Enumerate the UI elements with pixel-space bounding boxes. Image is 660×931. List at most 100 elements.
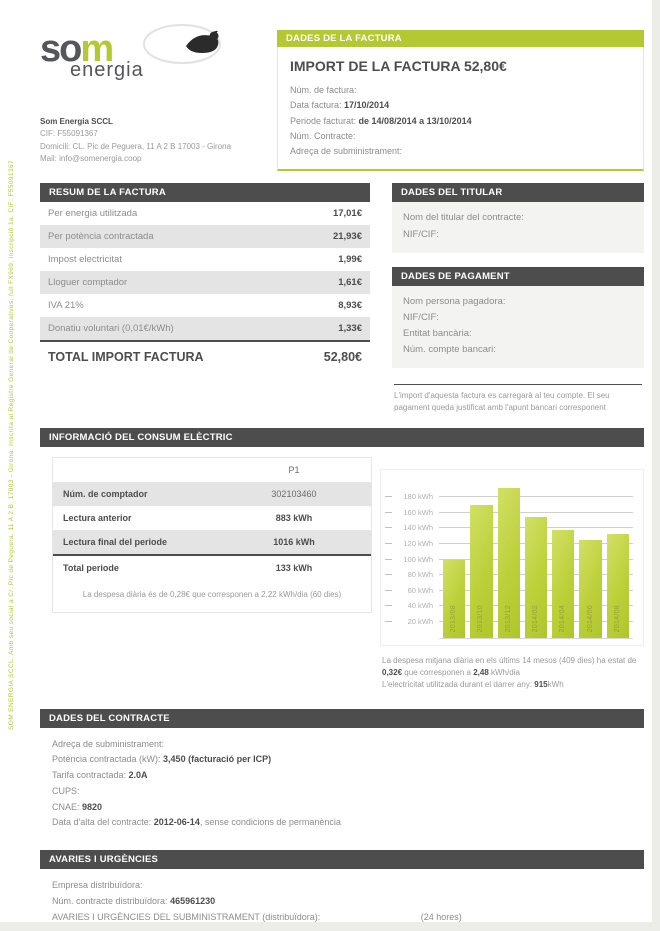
meter-table-row: Total periode 133 kWh: [53, 553, 371, 580]
gridline: [439, 511, 633, 513]
logo-word-energia: energia: [70, 59, 144, 81]
contract-section: DADES DEL CONTRACTE Adreça de subministr…: [0, 692, 652, 834]
meter-row-value: 133 kWh: [275, 562, 313, 573]
invoice-page: SOM ENERGIA SCCL. Amb seu social a C/. P…: [0, 0, 652, 922]
y-tick-mark: [385, 589, 392, 591]
contract-line: Tarifa contractada: 2.0A: [52, 770, 148, 781]
summary-total-row: TOTAL IMPORT FACTURA 52,80€: [40, 340, 370, 372]
payment-line: Entitat bancària:: [403, 328, 472, 340]
y-tick-mark: [385, 620, 392, 622]
invoice-fields: Núm. de factura: Data factura: 17/10/201…: [290, 83, 631, 159]
meter-row-label: Lectura final del periode: [63, 536, 168, 547]
meter-table-rows: Núm. de comptador 302103460 Lectura anteri…: [53, 481, 371, 580]
payment-line: Núm. compte bancari:: [403, 344, 496, 356]
invoice-box-body: IMPORT DE LA FACTURA 52,80€ Núm. de fact…: [277, 47, 644, 172]
chart-notes: La despesa mitjana diària en els últims …: [380, 655, 644, 692]
som-energia-logo: som energia: [40, 24, 230, 102]
payment-line: NIF/CIF:: [403, 311, 439, 323]
summary-row: Per potència contractada 21,93€: [40, 225, 370, 249]
holder-header: DADES DEL TITULAR: [392, 183, 644, 203]
meter-table-footnote: La despesa diària és de 0,28€ que corres…: [82, 589, 342, 599]
logo-word-som: som: [40, 30, 230, 68]
y-tick-mark: [385, 542, 392, 544]
meter-row-label: Núm. de comptador: [63, 488, 148, 499]
contract-value: 2.0A: [128, 770, 148, 781]
consumption-bar: 2014/04: [552, 529, 575, 638]
outage-line: Empresa distribuïdora:: [52, 880, 143, 891]
bar-month-label: 2014/06: [586, 605, 594, 633]
contract-value: 3,450 (facturació per ICP): [163, 754, 272, 765]
chart-plot-area: 2013/08 2013/10 2013/12 2014/02 2014/04 2014/…: [439, 482, 633, 639]
summary-row: Impost electricitat 1,99€: [40, 248, 370, 271]
meter-table-header-row: P1: [53, 458, 371, 482]
invoice-summary: RESUM DE LA FACTURA Per energia utilitza…: [40, 183, 370, 413]
consumption-bar: 2013/10: [470, 504, 493, 638]
summary-row-label: Impost electricitat: [48, 254, 122, 266]
summary-row-value: 1,99€: [338, 254, 362, 266]
meter-row-value: 1016 kWh: [273, 536, 315, 547]
summary-row: IVA 21% 8,93€: [40, 294, 370, 317]
consumption-bar: 2014/08: [606, 533, 629, 638]
invoice-field: Adreça de subministrament:: [290, 146, 403, 157]
invoice-field: Data factura: 17/10/2014: [290, 100, 390, 111]
y-tick-mark: [385, 574, 392, 576]
consumption-bar: 2014/06: [579, 540, 602, 638]
contract-line: Potència contractada (kW): 3,450 (factur…: [52, 754, 272, 765]
payment-note: L'import d'aquesta factura es carregarà …: [394, 391, 610, 412]
consumption-bar: 2013/12: [497, 487, 520, 638]
consumption-header: INFORMACIÓ DEL CONSUM ELÈCTRIC: [40, 427, 644, 447]
contract-header: DADES DEL CONTRACTE: [40, 708, 644, 728]
payment-box: Nom persona pagadora: NIF/CIF: Entitat ban…: [392, 285, 644, 369]
consumption-bar: 2014/02: [524, 516, 548, 638]
summary-row-value: 17,01€: [332, 208, 362, 220]
outages-section: AVARIES I URGÈNCIES Empresa distribuïdor…: [0, 833, 652, 922]
meter-table-row: Lectura final del periode 1016 kWh: [53, 529, 371, 554]
holder-line: NIF/CIF:: [403, 228, 439, 240]
y-tick-label: 120 kWh: [403, 538, 433, 548]
logo-m: m: [80, 28, 114, 70]
contract-line: CNAE: 9820: [52, 801, 103, 812]
payment-header: DADES DE PAGAMENT: [392, 266, 644, 286]
company-info: Som Energia SCCL CIF: F55091367 Domicili…: [40, 116, 277, 166]
total-label: TOTAL IMPORT FACTURA: [48, 350, 204, 365]
bar-month-label: 2013/08: [450, 605, 458, 633]
chart-note-value: 915: [534, 680, 548, 690]
summary-row: Donatiu voluntari (0,01€/kWh) 1,33€: [40, 317, 370, 341]
contract-value: 9820: [82, 801, 103, 812]
y-tick-label: 180 kWh: [403, 492, 433, 502]
y-tick-label: 160 kWh: [403, 507, 433, 517]
contract-line: Data d'alta del contracte: 2012-06-14, s…: [52, 817, 341, 828]
summary-row-value: 8,93€: [338, 300, 362, 312]
bar-month-label: 2013/10: [477, 605, 485, 633]
y-tick-mark: [385, 605, 392, 607]
meter-row-value: 302103460: [271, 488, 317, 499]
invoice-field: Núm. de factura:: [290, 85, 357, 95]
invoice-field: Periode facturat: de 14/08/2014 a 13/10/…: [290, 115, 472, 126]
bar-month-label: 2013/12: [504, 605, 512, 633]
y-tick-mark: [385, 558, 392, 560]
payment-divider: [394, 384, 642, 386]
summary-row: Per energia utilitzada 17,01€: [40, 202, 370, 225]
chart-note-value: 0,32€: [382, 667, 403, 677]
meter-column-header: P1: [288, 464, 300, 475]
chart-note-line: La despesa mitjana diària en els últims …: [382, 655, 637, 677]
holder-box: Nom del titular del contracte: NIF/CIF:: [392, 202, 644, 253]
company-address: Domicili: CL. Pic de Peguera, 11 A 2 B 1…: [40, 141, 232, 151]
summary-rows: Per energia utilitzada 17,01€ Per potència…: [40, 202, 370, 341]
page-header: som energia Som Energia SCCL CIF: F55091…: [0, 0, 652, 172]
meter-row-label: Lectura anterior: [63, 512, 132, 523]
bar-month-label: 2014/08: [613, 605, 621, 633]
logo-block: som energia Som Energia SCCL CIF: F55091…: [40, 24, 277, 171]
contract-line: Adreça de subministrament:: [52, 738, 165, 749]
meter-table: P1 Núm. de comptador 302103460 Lectura ant…: [52, 456, 372, 613]
company-cif: CIF: F55091367: [40, 129, 98, 139]
outage-line: Núm. contracte distribuïdora: 465961230: [52, 895, 216, 906]
chart-y-axis: 20 kWh 40 kWh 60 kWh 80 kWh 100 kWh 120 kWh 14…: [383, 482, 439, 638]
consumption-content: P1 Núm. de comptador 302103460 Lectura ant…: [40, 456, 644, 692]
summary-row-value: 1,33€: [338, 323, 362, 335]
y-tick-label: 80 kWh: [407, 570, 433, 580]
total-value: 52,80€: [323, 350, 362, 365]
company-name: Som Energia SCCL: [40, 117, 113, 126]
contract-body: Adreça de subministrament: Potència cont…: [40, 728, 644, 834]
y-tick-label: 100 kWh: [403, 554, 433, 564]
